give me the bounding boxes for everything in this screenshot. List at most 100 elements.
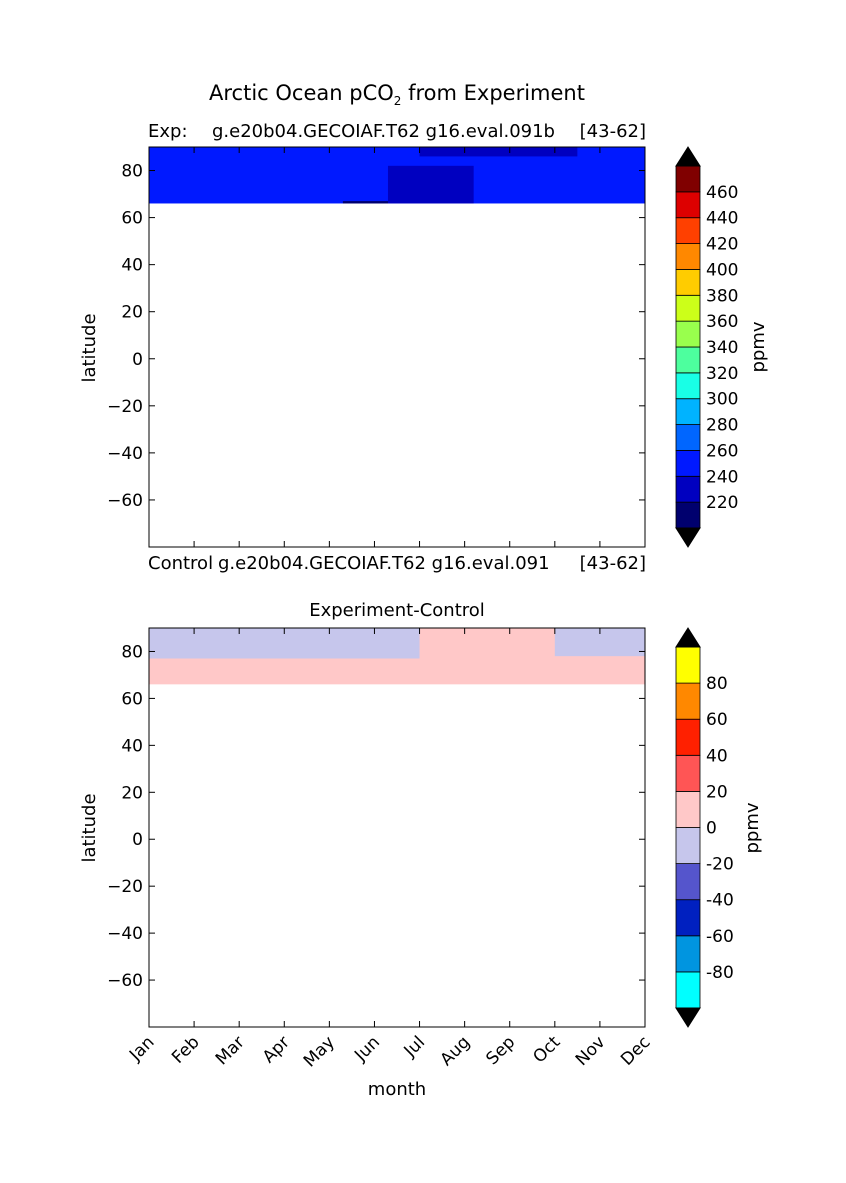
colorbar-swatch <box>675 718 701 756</box>
colorbar-tick-label: 0 <box>706 819 717 839</box>
colorbar-tick-label: 300 <box>706 390 738 410</box>
bottom-colorbar-label: ppmv <box>742 802 763 853</box>
colorbar-tick-label: 260 <box>706 441 738 461</box>
bottom-panel: Experiment-Control 80 60 40 20 0 −20 −40 −60 Ja… <box>79 600 763 1100</box>
top-heatmap-data <box>149 147 645 204</box>
heatmap-region <box>342 201 388 204</box>
colorbar-tick-label: 440 <box>706 209 738 229</box>
top-bottom-label-center: g.e20b04.GECOIAF.T62 g16.eval.091 <box>218 553 550 574</box>
y-tick-label: 80 <box>121 162 143 182</box>
colorbar-swatch <box>675 754 701 792</box>
top-colorbar-label: ppmv <box>748 321 769 372</box>
colorbar-extend-max <box>675 627 701 648</box>
colorbar-swatch <box>675 294 701 322</box>
bottom-colorbar: -80 -60 -40 -20 0 20 40 60 80 <box>675 627 734 1028</box>
top-panel: Exp: g.e20b04.GECOIAF.T62 g16.eval.091b … <box>79 121 769 574</box>
colorbar-tick-label: -80 <box>706 963 734 983</box>
y-tick-label: 40 <box>121 256 143 276</box>
colorbar-tick-label: 280 <box>706 416 738 436</box>
y-tick-label: −20 <box>107 397 143 417</box>
colorbar-tick-label: 60 <box>706 710 728 730</box>
colorbar-tick-label: -40 <box>706 891 734 911</box>
colorbar-extend-max <box>675 146 701 167</box>
bottom-plot-frame <box>148 627 646 1028</box>
colorbar-tick-label: -20 <box>706 855 734 875</box>
x-tick-label: Nov <box>572 1032 610 1070</box>
colorbar-swatch <box>675 372 701 400</box>
colorbar-tick-label: 340 <box>706 338 738 358</box>
colorbar-swatch <box>675 269 701 296</box>
colorbar-swatch <box>675 971 701 1009</box>
colorbar-extend-min <box>675 527 701 548</box>
bottom-heatmap-data <box>149 628 645 685</box>
top-label-center: g.e20b04.GECOIAF.T62 g16.eval.091b <box>212 121 555 142</box>
y-tick-label: −40 <box>107 924 143 944</box>
y-tick-label: 60 <box>121 689 143 709</box>
y-tick-label: 20 <box>121 303 143 323</box>
colorbar-swatch <box>675 346 701 374</box>
x-tick-label: Sep <box>482 1032 519 1069</box>
colorbar-extend-min <box>675 1007 701 1028</box>
figure-title: Arctic Ocean pCO2 from Experiment <box>209 81 585 108</box>
y-tick-label: −20 <box>107 877 143 897</box>
top-label-right: [43-62] <box>580 121 646 142</box>
bottom-x-ticks: Jan Feb Mar Apr May Jun Jul Aug Sep Oct Nov Dec <box>125 628 655 1071</box>
colorbar-swatch <box>675 424 701 451</box>
bottom-x-axis-label: month <box>368 1079 426 1100</box>
colorbar-tick-label: 320 <box>706 364 738 384</box>
colorbar-swatch <box>675 646 701 684</box>
y-tick-label: 40 <box>121 736 143 756</box>
y-tick-label: 0 <box>132 350 143 370</box>
colorbar-tick-label: 80 <box>706 674 728 694</box>
y-tick-label: 80 <box>121 642 143 662</box>
colorbar-tick-label: 20 <box>706 782 728 802</box>
colorbar-swatch <box>675 217 701 244</box>
heatmap-region <box>387 165 474 204</box>
colorbar-swatch <box>675 320 701 348</box>
heatmap-region <box>419 147 578 157</box>
colorbar-swatch <box>675 475 701 503</box>
colorbar-tick-label: 460 <box>706 183 738 203</box>
x-tick-label: Jun <box>350 1032 384 1066</box>
x-tick-label: Dec <box>617 1032 654 1069</box>
colorbar-swatch <box>675 450 701 477</box>
top-y-ticks: 80 60 40 20 0 −20 −40 −60 <box>107 162 645 511</box>
x-tick-label: May <box>300 1032 339 1071</box>
top-bottom-label-left: Control <box>148 553 213 574</box>
top-label-left: Exp: <box>148 121 188 142</box>
x-tick-label: Feb <box>168 1032 203 1067</box>
top-colorbar: 220 240 260 280 300 320 340 360 380 400 420 440 460 <box>675 146 738 548</box>
colorbar-swatch <box>675 682 701 720</box>
colorbar-swatch <box>675 165 701 193</box>
colorbar-swatch <box>675 935 701 973</box>
top-bottom-label-right: [43-62] <box>580 553 646 574</box>
colorbar-tick-label: 220 <box>706 493 738 513</box>
top-x-ticks <box>148 147 646 547</box>
colorbar-tick-label: 40 <box>706 746 728 766</box>
colorbar-swatch <box>675 191 701 219</box>
colorbar-tick-label: -60 <box>706 927 734 947</box>
y-tick-label: 20 <box>121 783 143 803</box>
y-tick-label: 0 <box>132 830 143 850</box>
top-y-axis-label: latitude <box>79 313 100 382</box>
x-tick-label: Aug <box>437 1032 475 1070</box>
x-tick-label: Mar <box>212 1032 249 1069</box>
colorbar-tick-label: 240 <box>706 467 738 487</box>
top-plot-frame <box>148 146 646 548</box>
x-tick-label: Apr <box>259 1032 294 1067</box>
bottom-y-ticks: 80 60 40 20 0 −20 −40 −60 <box>107 642 645 991</box>
x-tick-label: Jan <box>125 1032 158 1065</box>
colorbar-tick-label: 400 <box>706 260 738 280</box>
colorbar-swatch <box>675 899 701 937</box>
y-tick-label: 60 <box>121 209 143 229</box>
bottom-title: Experiment-Control <box>309 600 485 621</box>
colorbar-swatch <box>675 398 701 425</box>
bottom-y-axis-label: latitude <box>79 793 100 862</box>
y-tick-label: −40 <box>107 444 143 464</box>
x-tick-label: Jul <box>400 1032 429 1061</box>
colorbar-swatch <box>675 827 701 864</box>
colorbar-swatch <box>675 863 701 901</box>
colorbar-tick-label: 420 <box>706 235 738 255</box>
y-tick-label: −60 <box>107 491 143 511</box>
